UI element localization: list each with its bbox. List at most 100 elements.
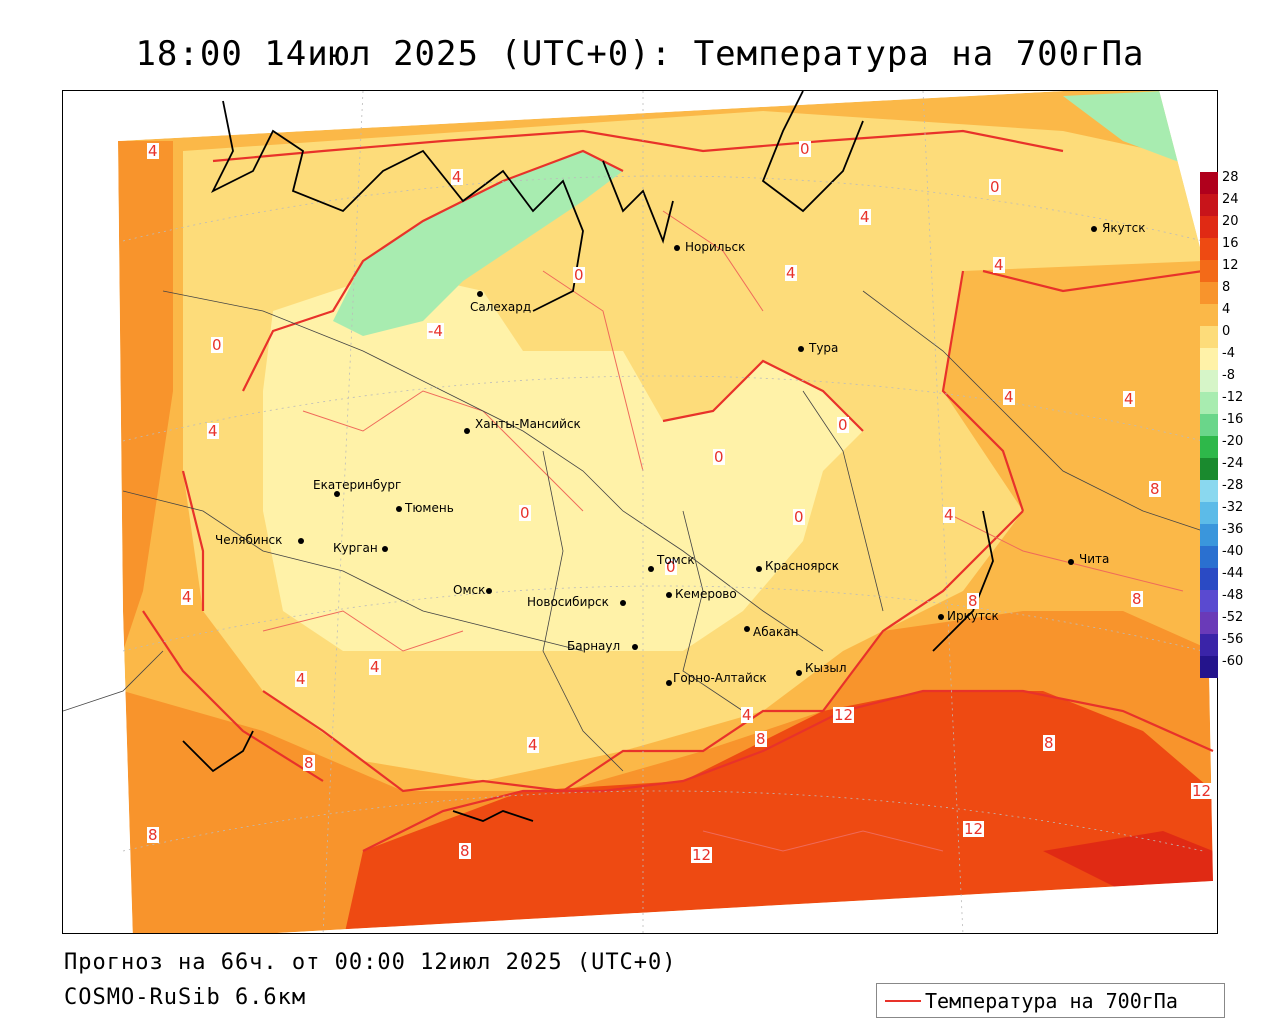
contour-label: 8 [459,842,471,860]
contour-label: 4 [1003,388,1015,406]
colorbar-cell [1200,546,1218,568]
colorbar-tick-label: 4 [1222,302,1231,317]
model-info: COSMO-RuSib 6.6км [64,985,307,1010]
colorbar-tick-label: -52 [1222,610,1244,625]
field-west-warm [118,141,173,651]
colorbar-tick-label: -16 [1222,412,1244,427]
city-marker [486,588,492,594]
colorbar-cell [1200,568,1218,590]
contour-label: 4 [859,208,871,226]
city-label: Ханты-Мансийск [475,417,581,431]
contour-label: 8 [303,754,315,772]
city-marker [756,566,762,572]
colorbar-tick-label: -36 [1222,522,1244,537]
map-canvas [63,91,1217,933]
colorbar-tick-label: -20 [1222,434,1244,449]
city-marker [648,566,654,572]
city-marker [396,506,402,512]
city-label: Чита [1079,552,1110,566]
contour-label: 0 [573,266,585,284]
colorbar-tick-label: 28 [1222,170,1239,185]
colorbar-tick-label: 16 [1222,236,1239,251]
contour-label: 4 [451,168,463,186]
contour-label: 0 [211,336,223,354]
city-label: Тура [809,341,839,355]
contour-label: 8 [755,730,767,748]
contour-label: 4 [181,588,193,606]
city-marker [796,670,802,676]
colorbar-cell [1200,172,1218,194]
contour-label: 4 [369,658,381,676]
contour-label: 0 [519,504,531,522]
city-label: Иркутск [947,609,999,623]
contour-label: 12 [833,706,855,724]
city-marker [298,538,304,544]
contour-label: 8 [1131,590,1143,608]
field-cold-north [333,151,623,336]
colorbar-tick-label: -32 [1222,500,1244,515]
contour-label: 12 [963,820,985,838]
contour-label: 4 [1123,390,1135,408]
city-marker [744,626,750,632]
contour-label: 0 [713,448,725,466]
contour-label: 8 [1149,480,1161,498]
contour-label: 0 [665,558,677,576]
graticule [122,91,1204,933]
city-marker [477,291,483,297]
colorbar-tick-label: -48 [1222,588,1244,603]
colorbar-cell [1200,634,1218,656]
field-12-16 [343,691,1213,933]
city-marker [1091,226,1097,232]
city-label: Салехард [470,300,532,314]
city-marker [938,614,944,620]
contour-label: 8 [967,592,979,610]
coastlines [182,91,994,822]
contour-label: 0 [989,178,1001,196]
city-label: Тюмень [405,501,454,515]
colorbar-cell [1200,480,1218,502]
city-marker [620,600,626,606]
city-label: Кызыл [805,661,847,675]
colorbar-cell [1200,414,1218,436]
city-label: Якутск [1102,221,1146,235]
contour-label: 0 [799,140,811,158]
contour-label: 4 [295,670,307,688]
colorbar-cell [1200,238,1218,260]
contour-label: 0 [837,416,849,434]
colorbar-cell [1200,194,1218,216]
city-label: Кемерово [675,587,737,601]
colorbar-cell [1200,656,1218,678]
colorbar-tick-label: -56 [1222,632,1244,647]
colorbar-cell [1200,436,1218,458]
map-title: 18:00 14июл 2025 (UTC+0): Температура на… [135,34,1145,74]
city-label: Курган [333,541,378,555]
contour-label: 4 [943,506,955,524]
colorbar-tick-label: -24 [1222,456,1244,471]
contour-label: 4 [785,264,797,282]
colorbar-tick-label: -44 [1222,566,1244,581]
colorbar-tick-label: -8 [1222,368,1235,383]
contour-label: 4 [207,422,219,440]
colorbar-cell [1200,524,1218,546]
field-minus4-0 [263,271,863,651]
city-label: Норильск [685,240,746,254]
colorbar-tick-label: 8 [1222,280,1231,295]
city-marker [464,428,470,434]
colorbar-cell [1200,304,1218,326]
city-marker [1068,559,1074,565]
colorbar-cell [1200,326,1218,348]
field-16plus [1043,831,1213,891]
city-label: Омск [453,583,486,597]
contour-label: 4 [993,256,1005,274]
colorbar-cell [1200,502,1218,524]
legend: Температура на 700гПа [876,983,1225,1018]
contour-label: 12 [1191,782,1213,800]
colorbar-cell [1200,612,1218,634]
colorbar [1200,172,1218,684]
admin-borders [63,290,1204,772]
city-marker [334,491,340,497]
city-label: Абакан [753,625,799,639]
city-marker [632,644,638,650]
colorbar-cell [1200,392,1218,414]
city-label: Челябинск [215,533,283,547]
